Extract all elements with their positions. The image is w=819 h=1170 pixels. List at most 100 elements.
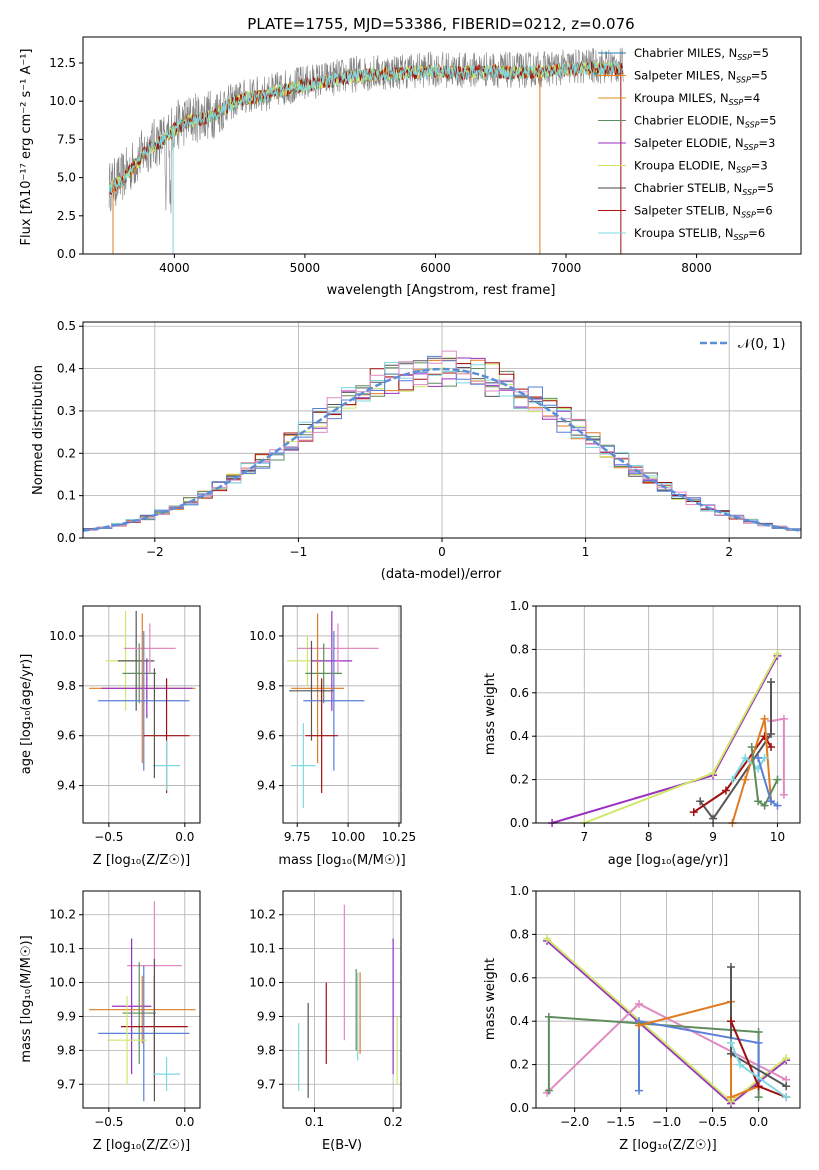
- weight-marker: [779, 714, 788, 723]
- weight-marker: [767, 677, 776, 686]
- spectrum-ytick-label: 2.5: [57, 209, 76, 223]
- ytick-label: 10.1: [249, 942, 276, 956]
- ytick-label: 9.4: [57, 779, 76, 793]
- weight-line-7: [731, 756, 766, 781]
- weight-marker: [741, 775, 750, 784]
- weight-marker: [635, 999, 644, 1008]
- weight-marker: [767, 730, 776, 739]
- legend-label: Salpeter ELODIE, NSSP=3: [634, 136, 775, 152]
- ytick-label: 10.1: [49, 942, 76, 956]
- ytick-label: 0.0: [510, 1101, 529, 1115]
- weight-marker: [767, 797, 776, 806]
- ytick-label: 1.0: [510, 884, 529, 898]
- ebv-mass-panel: 0.1 0.2 9.7 9.8 9.9 10.0 10.1 10.2 E(B-V): [249, 890, 403, 1153]
- weight-marker: [727, 1093, 736, 1102]
- ytick-label: 9.4: [257, 779, 276, 793]
- weight-line-6: [638, 1000, 759, 1099]
- ytick-label: 0.0: [510, 816, 529, 830]
- weight-marker: [544, 1086, 553, 1095]
- spectrum-ytick-label: 10.0: [49, 94, 76, 108]
- histogram-xtick-label: −2: [146, 545, 164, 559]
- xtick-label: 0.0: [175, 1115, 194, 1129]
- histogram-ticks: −2 −1 0 1 2 0.0 0.1 0.2 0.3 0.4 0.5: [57, 319, 733, 559]
- panel-frame: [535, 605, 801, 824]
- gaussian-legend-label: 𝒩(0, 1): [738, 337, 785, 352]
- weight-marker: [754, 1082, 763, 1091]
- histogram-xtick-label: 1: [582, 545, 590, 559]
- legend-label: Salpeter STELIB, NSSP=6: [634, 204, 773, 220]
- ytick-label: 10.0: [249, 976, 276, 990]
- weight-marker: [754, 1038, 763, 1047]
- panel-xlabel: Z [log₁₀(Z/Z☉)]: [93, 853, 190, 868]
- z-age-panel: −0.5 0.0 9.4 9.6 9.8 10.0 Z [log₁₀(Z/Z☉)] age […: [19, 605, 201, 868]
- ytick-label: 0.8: [510, 927, 529, 941]
- ytick-label: 9.9: [57, 1009, 76, 1023]
- weight-marker: [779, 790, 788, 799]
- legend-label: Chabrier ELODIE, NSSP=5: [634, 114, 776, 130]
- xtick-label: 10: [770, 830, 785, 844]
- spectrum-xticks: 4000 5000 6000 7000 8000: [159, 254, 712, 275]
- xtick-label: −1.5: [606, 1115, 635, 1129]
- weight-marker: [747, 743, 756, 752]
- panel-xlabel: Z [log₁₀(Z/Z☉)]: [93, 1138, 190, 1153]
- spectrum-ytick-label: 5.0: [57, 171, 76, 185]
- spectrum-plot-area: [108, 47, 624, 254]
- weight-line-6: [731, 718, 772, 824]
- weight-marker: [773, 775, 782, 784]
- weight-marker: [543, 934, 552, 943]
- ytick-label: 9.6: [257, 729, 276, 743]
- panel-xlabel: mass [log₁₀(M/M☉)]: [278, 853, 405, 868]
- ytick-label: 9.8: [57, 679, 76, 693]
- weight-line-2: [583, 653, 779, 824]
- spectrum-frame: [82, 36, 802, 255]
- z-mass-panel: −0.5 0.0 9.7 9.8 9.9 10.0 10.1 10.2 Z [log₁₀(Z/Z…: [19, 890, 201, 1153]
- xtick-label: 0.0: [749, 1115, 768, 1129]
- weight-marker: [721, 786, 730, 795]
- histogram-legend: 𝒩(0, 1): [700, 337, 785, 352]
- weight-marker: [727, 1017, 736, 1026]
- spectrum-ytick-label: 7.5: [57, 132, 76, 146]
- histogram-ytick-label: 0.4: [57, 362, 76, 376]
- weight-marker: [773, 801, 782, 810]
- weight-marker: [773, 649, 782, 658]
- histogram-ytick-label: 0.2: [57, 446, 76, 460]
- histogram-xtick-label: 2: [725, 545, 733, 559]
- panel-xlabel: E(B-V): [322, 1138, 362, 1153]
- ytick-label: 0.4: [510, 1014, 529, 1028]
- xtick-label: −2.0: [560, 1115, 589, 1129]
- xtick-label: 10.25: [382, 830, 416, 844]
- xtick-label: −0.5: [94, 830, 123, 844]
- residual-histogram-9: [83, 350, 801, 531]
- weight-marker: [767, 743, 776, 752]
- spectrum-xtick-label: 6000: [420, 261, 451, 275]
- z-massweight-panel: −2.0 −1.5 −1.0 −0.5 0.0 0.0 0.2 0.4 0.6 0.8 1.0 Z […: [483, 884, 801, 1153]
- panel-ylabel: mass weight: [483, 673, 498, 755]
- weight-marker: [754, 1093, 763, 1102]
- legend-label: Salpeter MILES, NSSP=5: [634, 69, 768, 85]
- weight-line-4: [699, 682, 772, 821]
- ytick-label: 9.9: [257, 1009, 276, 1023]
- ytick-label: 1.0: [510, 599, 529, 613]
- panel-ylabel: mass [log₁₀(M/M☉)]: [19, 935, 34, 1062]
- weight-line-1: [551, 655, 779, 824]
- weight-line-5: [638, 1020, 760, 1091]
- legend-label: Kroupa ELODIE, NSSP=3: [634, 159, 768, 175]
- weight-marker: [760, 714, 769, 723]
- ytick-label: 9.7: [57, 1077, 76, 1091]
- panel-frame: [282, 605, 402, 824]
- weight-marker: [782, 1093, 791, 1102]
- histogram-ytick-label: 0.1: [57, 489, 76, 503]
- histogram-ytick-label: 0.5: [57, 319, 76, 333]
- ytick-label: 0.4: [510, 729, 529, 743]
- panel-frame: [535, 890, 801, 1109]
- histogram-ytick-label: 0.3: [57, 404, 76, 418]
- xtick-label: −0.5: [94, 1115, 123, 1129]
- legend-label: Chabrier STELIB, NSSP=5: [634, 181, 774, 197]
- ytick-label: 0.2: [510, 773, 529, 787]
- weight-marker: [736, 1060, 745, 1069]
- ytick-label: 10.2: [249, 908, 276, 922]
- spectrum-xlabel: wavelength [Angstrom, rest frame]: [327, 283, 556, 298]
- weight-marker: [635, 1021, 644, 1030]
- panel-xlabel: Z [log₁₀(Z/Z☉)]: [619, 1138, 716, 1153]
- spectrum-xtick-label: 7000: [551, 261, 582, 275]
